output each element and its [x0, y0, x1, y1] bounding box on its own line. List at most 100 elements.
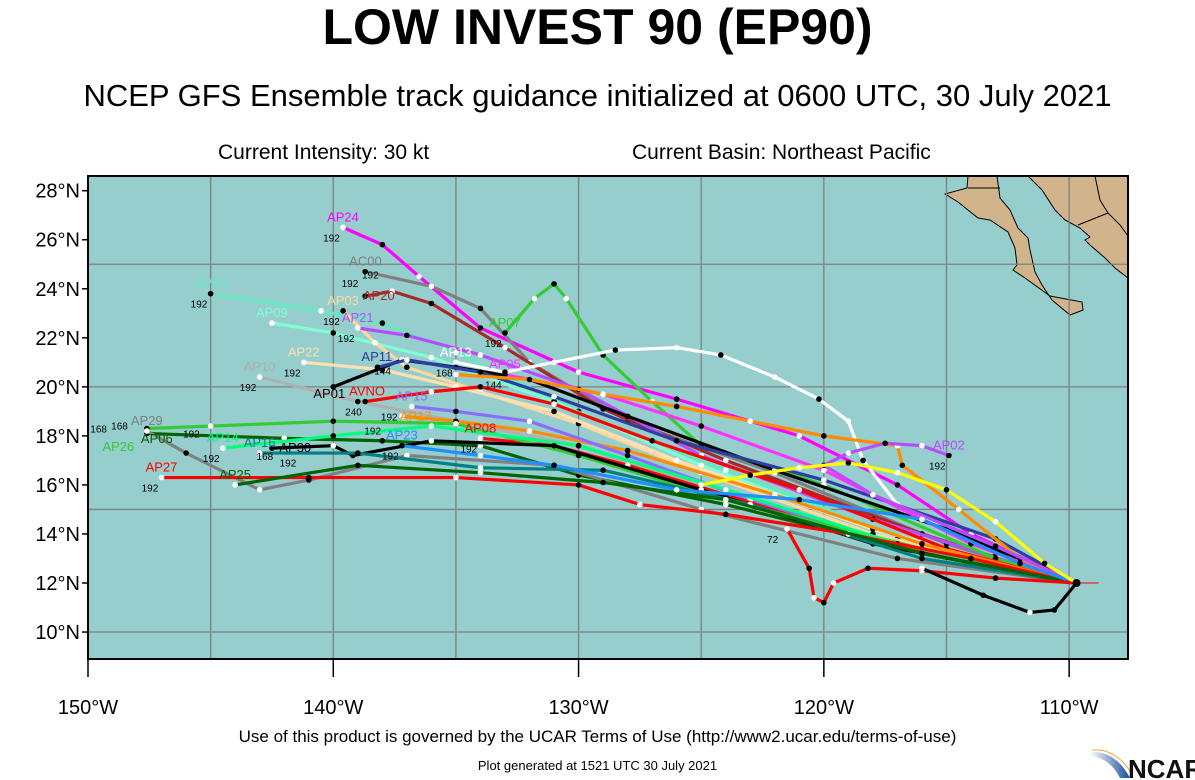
forecast-hour-label: 192 [183, 429, 200, 440]
track-ap11 [374, 357, 1078, 585]
forecast-point [821, 599, 827, 606]
member-label: AP27 [146, 460, 178, 475]
forecast-point [404, 357, 410, 363]
forecast-point [340, 308, 346, 314]
forecast-point [477, 325, 484, 331]
forecast-point [453, 408, 459, 415]
forecast-point [301, 359, 307, 366]
lat-tick-label: 24°N [35, 279, 80, 301]
track-ap23 [399, 442, 1078, 585]
forecast-point [256, 450, 263, 456]
forecast-point [374, 364, 381, 371]
forecast-point [821, 477, 827, 483]
forecast-point [399, 413, 405, 420]
forecast-point [305, 474, 312, 481]
forecast-point [1041, 560, 1048, 567]
member-label: AP11 [361, 349, 392, 364]
forecast-point [477, 452, 484, 459]
forecast-hour-label: 192 [280, 458, 297, 469]
forecast-point [649, 437, 655, 444]
forecast-point [453, 359, 459, 366]
forecast-hour-label: 192 [338, 334, 355, 345]
lat-tick-label: 20°N [35, 377, 80, 399]
current-basin: Current Basin: Northeast Pacific [632, 141, 931, 164]
forecast-point [477, 384, 484, 390]
forecast-hour-label: 192 [929, 462, 946, 473]
forecast-hour-label: 192 [342, 279, 359, 290]
forecast-point [372, 339, 378, 346]
forecast-hour-label: 192 [485, 339, 502, 350]
forecast-point [502, 344, 508, 351]
forecast-point [144, 428, 150, 434]
forecast-hour-label: 240 [345, 408, 362, 419]
forecast-point [673, 457, 680, 464]
forecast-point [845, 450, 852, 456]
forecast-point [551, 281, 557, 287]
forecast-point [600, 479, 606, 486]
forecast-point [637, 501, 643, 508]
forecast-hour-label: 168 [257, 452, 274, 463]
forecast-point [551, 408, 557, 415]
forecast-point [600, 391, 606, 398]
forecast-hour-label: 192 [284, 368, 301, 379]
member-label: AVNO [349, 384, 385, 399]
forecast-point [362, 398, 368, 405]
forecast-point [453, 371, 459, 378]
forecast-point [551, 393, 557, 400]
track-line [364, 289, 1077, 585]
member-label: AP02 [933, 438, 965, 453]
forecast-point [784, 526, 790, 532]
lat-tick-label: 28°N [35, 181, 80, 203]
forecast-point [821, 467, 827, 474]
forecast-hour-label: 192 [381, 412, 398, 423]
forecast-point [1017, 560, 1023, 567]
forecast-point [318, 308, 324, 314]
forecast-point [919, 540, 925, 547]
forecast-point [943, 487, 950, 493]
lat-tick-label: 18°N [35, 426, 80, 448]
forecast-point [389, 288, 395, 295]
forecast-point [673, 487, 680, 493]
forecast-point [220, 445, 226, 451]
forecast-point [428, 354, 435, 361]
baja-california [943, 175, 1084, 316]
forecast-point [673, 396, 680, 402]
forecast-point [955, 506, 962, 513]
forecast-hour-label: 192 [382, 452, 399, 463]
forecast-point [806, 565, 812, 572]
member-label: AP28 [195, 276, 227, 291]
forecast-point [355, 462, 361, 469]
forecast-point [919, 555, 925, 562]
forecast-point [919, 550, 925, 557]
forecast-point [575, 482, 582, 488]
forecast-point [232, 482, 238, 488]
forecast-point [453, 420, 459, 427]
member-label: AP29 [131, 413, 163, 428]
forecast-point [722, 467, 729, 474]
member-label: AC00 [349, 254, 382, 269]
forecast-point [330, 384, 337, 390]
svg-text:NCAR: NCAR [1128, 754, 1195, 780]
forecast-point [946, 452, 952, 459]
forecast-point [183, 450, 189, 456]
forecast-point [477, 469, 484, 476]
forecast-point [416, 273, 422, 280]
forecast-point [207, 290, 214, 297]
forecast-point [477, 369, 484, 375]
track-line [503, 282, 1077, 585]
forecast-point [551, 442, 557, 449]
forecast-hour-label: 168 [90, 425, 107, 436]
forecast-point [919, 442, 925, 449]
forecast-point [502, 371, 508, 378]
forecast-point [796, 464, 803, 471]
forecast-point [330, 418, 337, 424]
member-label: AP23 [386, 428, 418, 443]
forecast-hour-label: 192 [203, 454, 220, 465]
forecast-point [256, 487, 263, 493]
lat-tick-label: 22°N [35, 328, 80, 350]
forecast-point [796, 433, 803, 439]
track-ap25 [232, 462, 1077, 585]
forecast-point [526, 428, 533, 434]
forecast-hour-label: 144 [374, 366, 391, 377]
